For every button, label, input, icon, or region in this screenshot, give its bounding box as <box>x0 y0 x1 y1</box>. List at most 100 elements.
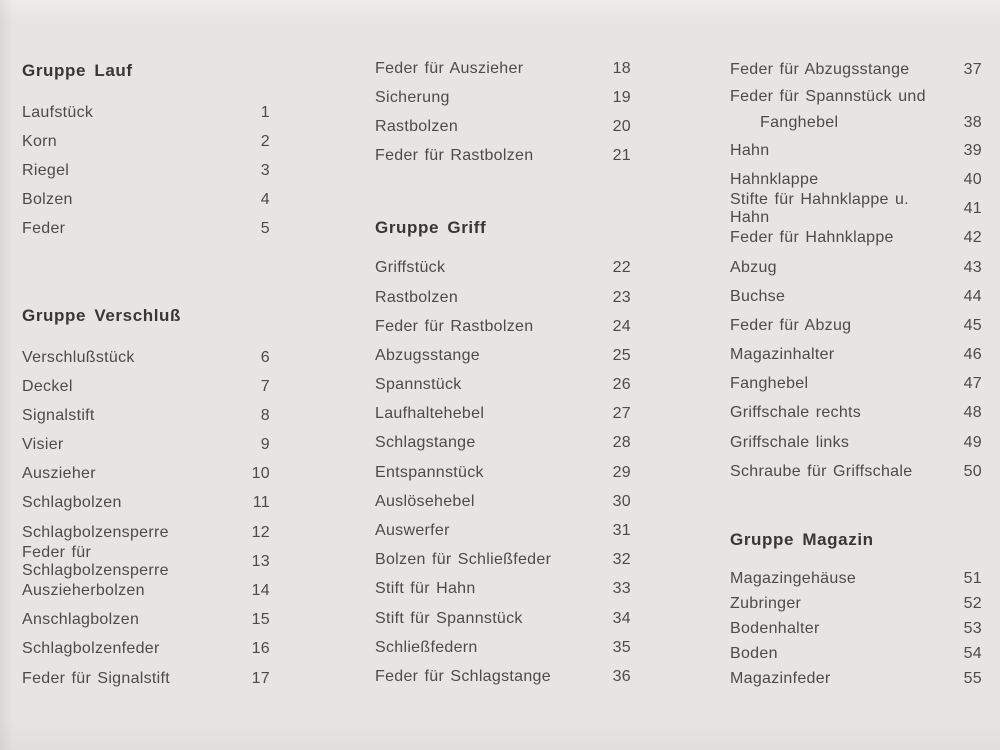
part-row: Boden 54 <box>730 641 982 666</box>
group-heading: Gruppe Verschluß <box>22 305 182 325</box>
part-number: 24 <box>612 317 631 335</box>
part-number: 31 <box>612 522 631 540</box>
part-row: Griffstück 22 <box>375 254 631 283</box>
part-label: Magazinhalter <box>730 346 835 364</box>
part-number: 33 <box>612 580 631 598</box>
part-number: 3 <box>260 161 270 179</box>
part-number: 7 <box>260 377 270 395</box>
part-row: Bolzen für Schließfeder 32 <box>375 546 631 575</box>
part-label: Abzug <box>730 258 777 276</box>
part-number: 46 <box>963 346 982 364</box>
part-label: Schraube für Griffschale <box>730 462 913 480</box>
part-row: Feder für Schlagstange 36 <box>375 662 631 691</box>
part-number: 10 <box>251 465 270 483</box>
part-number: 15 <box>251 611 270 629</box>
part-number: 50 <box>963 462 982 480</box>
part-row: Griffschale links 49 <box>730 428 982 457</box>
part-row: Anschlagbolzen 15 <box>22 606 270 635</box>
part-number: 37 <box>963 60 982 78</box>
part-label: Schließfedern <box>375 638 478 656</box>
part-label: Bolzen <box>22 191 73 209</box>
part-number: 9 <box>260 436 270 454</box>
part-row: Deckel 7 <box>22 372 270 401</box>
group-section: Gruppe Griff Griffstück 22 Rastbolzen 23 Fede… <box>375 213 631 692</box>
part-row: Schlagbolzenfeder 16 <box>22 635 270 664</box>
part-label: Visier <box>22 436 64 454</box>
part-number: 25 <box>612 346 631 364</box>
part-row: Schraube für Griffschale 50 <box>730 457 982 486</box>
part-number: 52 <box>963 594 982 612</box>
part-label: Feder für Hahnklappe <box>730 229 894 247</box>
part-label: Feder für Schlagbolzensperre <box>22 543 169 579</box>
part-number: 38 <box>963 114 982 132</box>
part-number: 30 <box>612 492 631 510</box>
part-row: Buchse 44 <box>730 282 982 311</box>
part-label: Abzugsstange <box>375 346 481 364</box>
part-label: Bolzen für Schließfeder <box>375 551 552 569</box>
part-number: 13 <box>251 552 270 570</box>
part-number: 17 <box>251 669 270 687</box>
part-row: Stifte für Hahnklappe u. Hahn 41 <box>730 191 982 226</box>
part-row: Magazinhalter 46 <box>730 341 982 370</box>
part-row: Feder für Signalstift 17 <box>22 664 270 693</box>
part-label: Rastbolzen <box>375 117 459 135</box>
part-number: 55 <box>963 669 982 687</box>
part-number: 48 <box>963 404 982 422</box>
group-heading: Gruppe Lauf <box>22 61 133 80</box>
part-row: Schlagbolzensperre 12 <box>22 518 270 547</box>
part-number: 14 <box>251 582 270 600</box>
part-label: Bodenhalter <box>730 619 820 637</box>
part-number: 40 <box>963 170 982 188</box>
part-row: Feder für Rastbolzen 24 <box>375 312 631 341</box>
part-row: Bolzen 4 <box>22 186 270 215</box>
part-row: Auszieher 10 <box>22 460 270 489</box>
part-row: Signalstift 8 <box>22 401 270 430</box>
part-number: 1 <box>260 103 270 121</box>
part-row: Visier 9 <box>22 431 270 460</box>
part-row: Rastbolzen 20 <box>375 112 631 141</box>
part-row: Feder für Hahnklappe 42 <box>730 224 982 253</box>
part-row: Auslösehebel 30 <box>375 487 631 516</box>
part-row: Rastbolzen 23 <box>375 283 631 312</box>
part-number: 8 <box>260 406 270 424</box>
part-label: Riegel <box>22 161 70 179</box>
part-row: Feder für Rastbolzen 21 <box>375 142 631 171</box>
group-section: Gruppe Magazin Magazingehäuse 51 Zubringer 5… <box>730 525 982 691</box>
part-label: Auswerfer <box>375 522 450 540</box>
part-label: Schlagbolzensperre <box>22 523 169 541</box>
part-label: Feder für Abzug <box>730 316 852 334</box>
part-number: 6 <box>260 348 270 366</box>
part-label: Feder <box>22 220 66 238</box>
part-label: Griffschale links <box>730 433 850 451</box>
part-number: 39 <box>963 141 982 159</box>
part-label: Stift für Hahn <box>375 580 476 598</box>
group-section: Gruppe Verschluß Verschlußstück 6 Deckel 7 Si… <box>22 301 270 693</box>
part-row: Auszieherbolzen 14 <box>22 576 270 605</box>
column-left: Gruppe Lauf Laufstück 1 Korn 2 Riegel 3 Bolzen 4… <box>22 0 270 693</box>
part-row: Stift für Spannstück 34 <box>375 604 631 633</box>
part-row: Stift für Hahn 33 <box>375 575 631 604</box>
part-number: 19 <box>612 88 631 106</box>
part-label: Feder für Rastbolzen <box>375 317 534 335</box>
part-number: 35 <box>612 638 631 656</box>
part-label: Boden <box>730 644 778 662</box>
part-row: Hahn 39 <box>730 136 982 165</box>
part-label: Feder für Rastbolzen <box>375 147 534 165</box>
part-number: 41 <box>963 200 982 218</box>
part-number: 2 <box>260 132 270 150</box>
part-label: Sicherung <box>375 88 450 106</box>
part-row: Feder 5 <box>22 215 270 244</box>
part-number: 45 <box>963 316 982 334</box>
part-label: Griffstück <box>375 259 446 277</box>
part-row: Laufstück 1 <box>22 98 270 127</box>
part-row: Zubringer 52 <box>730 591 982 616</box>
part-number: 26 <box>612 376 631 394</box>
part-label: Anschlagbolzen <box>22 611 140 629</box>
part-number: 34 <box>612 609 631 627</box>
group-section: Feder für Abzugsstange 37 Feder für Spanns… <box>730 55 982 486</box>
part-label: Feder für Signalstift <box>22 669 171 687</box>
part-label: Auszieherbolzen <box>22 582 145 600</box>
part-row: Bodenhalter 53 <box>730 616 982 641</box>
part-label-line1: Feder für Spannstück und <box>730 88 926 106</box>
